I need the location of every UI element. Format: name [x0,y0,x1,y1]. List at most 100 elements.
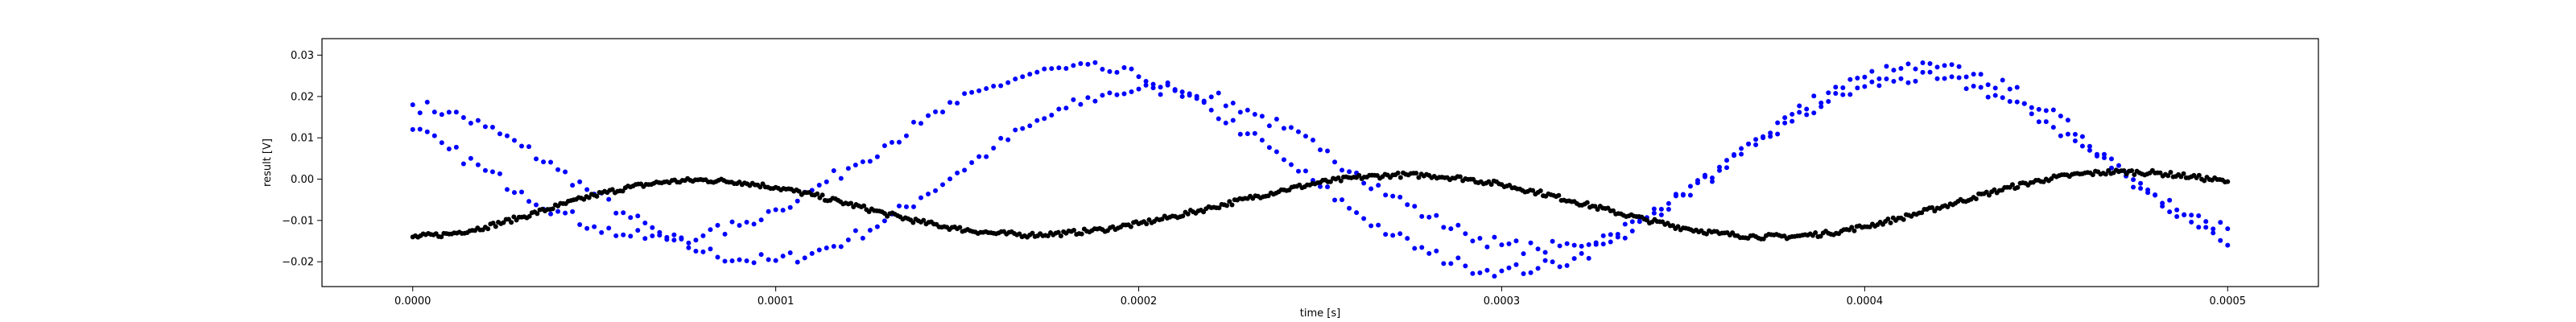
data-point [1768,134,1773,139]
data-point [1259,114,1265,119]
data-point [586,195,592,200]
data-point [686,245,691,250]
data-point [1919,210,1925,216]
data-point [693,248,699,254]
data-point [526,213,532,219]
data-point [2094,151,2099,157]
data-point [1586,255,1591,261]
data-point [1550,259,1555,265]
data-point [493,224,498,229]
data-point [1811,93,1817,99]
data-point [2196,213,2202,218]
data-point [621,232,626,237]
data-point [460,115,466,121]
data-point [1477,236,1483,242]
data-point [1201,209,1207,215]
data-point [1056,65,1062,71]
data-point [1761,236,1766,242]
data-point [588,192,594,197]
data-point [780,208,786,213]
data-point [1049,112,1055,118]
data-point [831,167,836,173]
data-point [1063,65,1069,71]
data-point [1571,256,1577,262]
data-point [2043,119,2049,125]
data-point [1056,106,1062,112]
data-point [1114,92,1120,97]
data-point [2072,138,2078,144]
data-point [933,109,939,114]
data-point [1224,203,1230,208]
data-point [984,86,989,92]
data-point [686,240,691,246]
data-point [1216,205,1222,211]
data-point [889,139,894,145]
data-point [991,146,997,151]
data-point [570,183,576,188]
data-point [1368,186,1374,192]
data-point [1390,193,1396,199]
data-point [708,246,713,252]
data-point [592,224,597,229]
data-point [1097,225,1103,231]
data-point [2050,125,2056,130]
data-point [1717,164,1722,170]
data-point [1702,174,1707,180]
data-point [489,124,495,130]
data-point [1441,225,1447,230]
data-point [2029,111,2034,117]
data-point [2121,168,2127,174]
data-point [1506,265,1512,270]
data-point [642,221,648,226]
data-point [1782,120,1788,126]
data-point [1542,250,1548,255]
data-point [497,131,502,137]
data-point [860,235,865,241]
data-point [1753,142,1759,147]
data-point [751,260,757,266]
data-point [511,190,517,196]
data-point [2138,185,2144,191]
data-point [1753,137,1759,142]
y-tick-label: 0.00 [291,174,314,186]
data-point [534,202,539,208]
data-point [867,228,873,233]
data-point [819,192,825,198]
data-point [1042,66,1047,72]
data-point [955,101,960,106]
data-point [2004,184,2010,190]
data-point [1826,99,1831,105]
data-point [1025,234,1030,240]
data-point [1932,208,1938,214]
data-point [2225,226,2231,232]
data-point [2189,219,2194,225]
data-point [1651,206,1657,212]
data-point [1826,90,1831,96]
data-point [1121,91,1127,97]
data-point [431,109,437,115]
data-point [2132,172,2137,178]
data-point [1920,69,1926,75]
data-point [1470,270,1476,276]
data-points-layer [410,60,2231,279]
data-point [480,227,485,233]
data-point [1223,103,1228,109]
data-point [700,249,706,254]
data-point [594,193,600,199]
data-point [1556,192,1562,198]
data-point [1136,86,1141,92]
data-point [824,246,829,251]
data-point [2203,219,2209,225]
data-point [795,259,800,265]
data-point [1521,251,1526,257]
data-point [410,126,415,132]
data-point [671,237,677,243]
data-point [1223,120,1228,126]
data-point [563,210,568,216]
data-point [2036,106,2041,112]
data-point [519,189,524,195]
data-point [1416,175,1422,180]
data-point [715,222,720,228]
data-point [1133,219,1139,225]
data-point [1419,245,1425,250]
